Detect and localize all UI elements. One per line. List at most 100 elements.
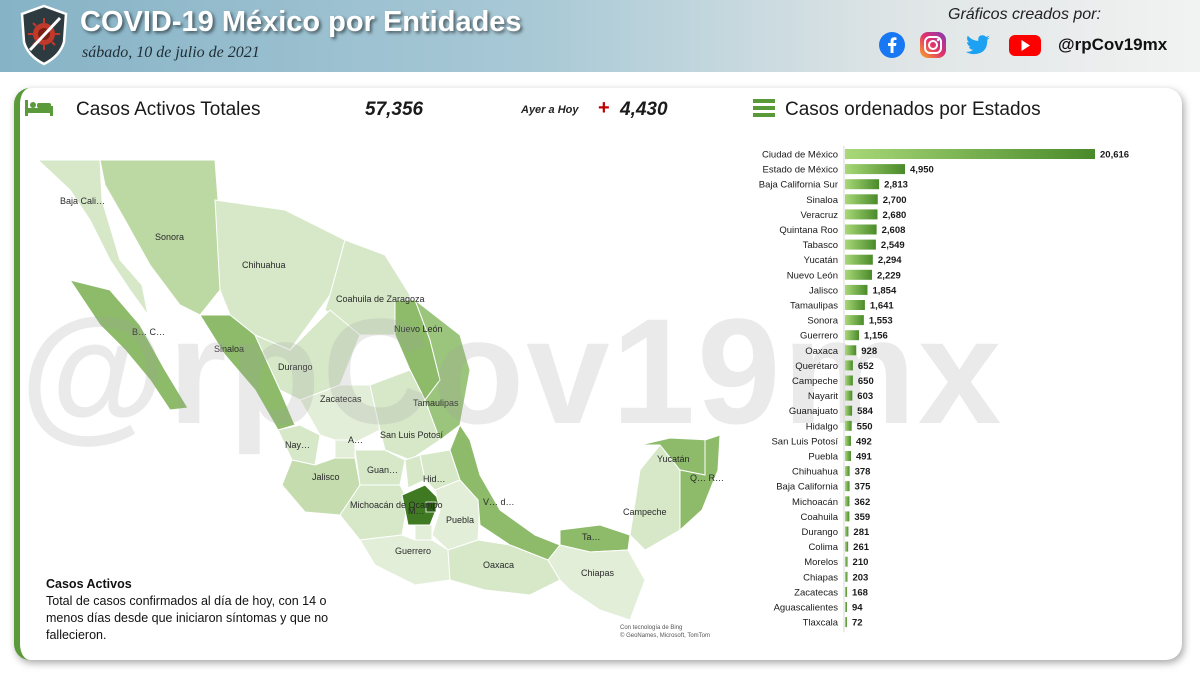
definition-note: Casos Activos Total de casos confirmados… <box>46 576 346 644</box>
map-region-durango[interactable] <box>254 309 361 401</box>
delta-value: 4,430 <box>620 99 668 120</box>
bar-category-label: Michoacán <box>792 497 838 508</box>
bar[interactable] <box>845 149 1095 159</box>
bar[interactable] <box>845 179 880 190</box>
twitter-icon[interactable] <box>960 31 994 59</box>
delta-sign: + <box>598 97 610 119</box>
bar[interactable] <box>845 360 853 371</box>
bar-value-label: 1,156 <box>864 331 888 342</box>
bar[interactable] <box>845 586 848 597</box>
bar[interactable] <box>845 224 877 235</box>
twitter-handle[interactable]: @rpCov19mx <box>1058 35 1168 54</box>
virus-shield-logo-icon <box>20 4 68 66</box>
map-region-morelos[interactable] <box>414 524 433 541</box>
bar-value-label: 261 <box>853 542 870 553</box>
bar-category-label: Sonora <box>807 316 838 327</box>
map-label: Chihuahua <box>242 260 286 270</box>
bar[interactable] <box>845 315 864 326</box>
map-region-chiapas[interactable] <box>547 544 646 621</box>
map-region-coahuila[interactable] <box>324 239 411 336</box>
map-label: Jalisco <box>312 472 340 482</box>
map-label: V… d… <box>483 497 515 507</box>
youtube-icon[interactable] <box>1007 31 1043 59</box>
map-region-nayarit[interactable] <box>277 424 321 466</box>
map-label: Durango <box>278 362 313 372</box>
bar[interactable] <box>845 466 850 477</box>
bar[interactable] <box>845 496 850 507</box>
bar-category-label: Yucatán <box>804 255 838 266</box>
bar[interactable] <box>845 345 857 356</box>
bar[interactable] <box>845 284 868 295</box>
bar-category-label: Chihuahua <box>792 467 839 478</box>
map-region-quintana-roo[interactable] <box>679 434 721 532</box>
map-region-guanajuato[interactable] <box>354 449 406 486</box>
bar[interactable] <box>845 330 860 341</box>
bar-value-label: 652 <box>858 361 874 372</box>
map-label: Baja Cali… <box>60 196 105 206</box>
bar[interactable] <box>845 526 849 537</box>
bar[interactable] <box>845 420 852 431</box>
map-region-san-luis-potosi[interactable] <box>369 369 441 461</box>
map-label: Puebla <box>446 515 474 525</box>
bar-category-label: Campeche <box>792 376 838 387</box>
bar[interactable] <box>845 375 853 386</box>
bar-value-label: 2,700 <box>883 195 907 206</box>
bar-category-label: Estado de México <box>762 165 838 176</box>
bar-category-label: Sinaloa <box>806 195 838 206</box>
map-region-estado-de-mexico[interactable] <box>401 484 441 526</box>
bar[interactable] <box>845 254 873 265</box>
map-credit: Con tecnología de Bing © GeoNames, Micro… <box>620 624 710 640</box>
instagram-icon[interactable] <box>919 31 947 59</box>
map-region-baja-california-sur[interactable] <box>68 279 189 411</box>
map-labels: Baja Cali… Sonora Chihuahua Coahuila de … <box>60 196 724 578</box>
bar[interactable] <box>845 405 853 416</box>
facebook-icon[interactable] <box>878 31 906 59</box>
bar-value-label: 550 <box>857 421 873 432</box>
bar-category-label: Jalisco <box>809 285 838 296</box>
bar[interactable] <box>845 194 878 205</box>
bar-category-label: Tabasco <box>803 240 838 251</box>
bar-category-label: Nuevo León <box>787 270 838 281</box>
social-links: @rpCov19mx <box>878 30 1167 60</box>
bar-value-label: 4,950 <box>910 165 934 176</box>
bar[interactable] <box>845 435 851 446</box>
bar[interactable] <box>845 556 848 567</box>
bar-value-label: 168 <box>852 587 868 598</box>
bar[interactable] <box>845 239 876 250</box>
map-region-baja-california[interactable] <box>36 159 149 316</box>
bar-category-label: Tamaulipas <box>790 301 838 312</box>
bar-category-label: Hidalgo <box>806 421 838 432</box>
map-label: M… <box>408 506 425 516</box>
bar-category-label: San Luis Potosí <box>771 436 838 447</box>
map-label: Sinaloa <box>214 344 244 354</box>
bar[interactable] <box>845 541 849 552</box>
map-label: Oaxaca <box>483 560 514 570</box>
bar-category-label: Ciudad de México <box>762 150 838 161</box>
bar-value-label: 928 <box>861 346 877 357</box>
bar[interactable] <box>845 511 850 522</box>
bar[interactable] <box>845 269 873 280</box>
map-region-sonora[interactable] <box>99 159 221 316</box>
map-region-ciudad-de-mexico[interactable] <box>425 501 437 513</box>
bar[interactable] <box>845 164 906 175</box>
bar-value-label: 492 <box>856 436 872 447</box>
map-label: Q… R… <box>690 473 724 483</box>
bar[interactable] <box>845 390 853 401</box>
bar-value-label: 2,813 <box>884 180 908 191</box>
bar[interactable] <box>845 451 851 461</box>
map-label: Campeche <box>623 507 667 517</box>
bar[interactable] <box>845 209 878 220</box>
active-cases-value: 57,356 <box>365 99 424 120</box>
bar-value-label: 362 <box>854 497 870 508</box>
map-credit-line: Con tecnología de Bing <box>620 625 683 631</box>
map-region-guerrero[interactable] <box>359 534 451 586</box>
map-label: Guan… <box>367 465 398 475</box>
mexico-choropleth-map: Baja Cali… Sonora Chihuahua Coahuila de … <box>36 159 724 621</box>
bar-category-label: Coahuila <box>801 512 839 523</box>
bar[interactable] <box>845 617 847 628</box>
bar[interactable] <box>845 481 850 492</box>
bar[interactable] <box>845 602 847 612</box>
bar[interactable] <box>845 571 848 582</box>
bar[interactable] <box>845 300 865 310</box>
map-region-sinaloa[interactable] <box>199 314 296 431</box>
